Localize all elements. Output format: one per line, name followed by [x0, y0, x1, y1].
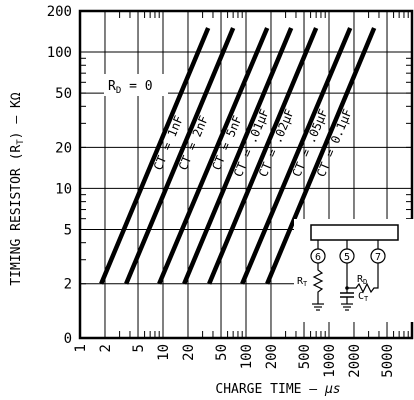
plot-frame	[78, 9, 414, 340]
rd-annotation: RD = 0	[104, 74, 168, 96]
ct-label: CT	[358, 291, 369, 303]
x-tick-label: 10	[156, 344, 172, 361]
rd-resistor	[347, 263, 379, 294]
x-tick-label: 5	[131, 344, 147, 352]
x-tick-label: 200	[264, 344, 280, 369]
series-line-4	[207, 27, 319, 285]
x-tick-label: 2	[98, 344, 114, 352]
y-tick-label: 20	[55, 140, 72, 156]
x-tick-label: 20	[181, 344, 197, 361]
circuit-inset: 6 5 7 RT CT RD	[294, 219, 414, 322]
series-line-2	[157, 27, 270, 285]
rt-label: RT	[297, 276, 308, 288]
x-tick-label: 1000	[322, 344, 338, 378]
ic-body	[310, 224, 399, 241]
y-tick-label: 5	[64, 222, 72, 238]
series-lines	[99, 27, 377, 285]
y-axis-title: TIMING RESISTOR (RT) – KΩ	[9, 92, 26, 285]
series-line-3	[182, 27, 294, 285]
pin-5-label: 5	[344, 252, 350, 263]
rd-label: R	[108, 79, 116, 94]
rd-value: = 0	[121, 79, 152, 94]
x-tick-label: 2000	[347, 344, 363, 378]
y-tick-labels: 0 2 5 10 20 50 100 200	[47, 4, 72, 347]
series-line-6	[265, 27, 377, 285]
y-tick-label: 2	[64, 277, 72, 293]
svg-text:RD = 0: RD = 0	[108, 79, 153, 96]
x-tick-labels: 1 2 5 10 20 50 100 200 500 1000 2000 5000	[73, 344, 396, 378]
y-tick-label: 0	[64, 331, 72, 347]
y-tick-label: 200	[47, 4, 72, 20]
series-line-0	[99, 27, 211, 285]
rd-inset-label: RD	[357, 274, 367, 286]
x-tick-label: 100	[239, 344, 255, 369]
y-tick-label: 50	[55, 86, 72, 102]
x-tick-label: 50	[214, 344, 230, 361]
x-axis-title: CHARGE TIME – µs	[215, 382, 340, 397]
rt-resistor	[312, 263, 324, 304]
pin-7-label: 7	[375, 252, 381, 263]
rd-sub: D	[116, 86, 121, 96]
series-line-5	[240, 27, 353, 285]
x-tick-label: 500	[297, 344, 313, 369]
y-tick-label: 100	[47, 45, 72, 61]
x-tick-label: 1	[73, 344, 89, 352]
series-line-1	[124, 27, 236, 285]
x-tick-label: 5000	[380, 344, 396, 378]
y-tick-label: 10	[55, 181, 72, 197]
pin-6-label: 6	[315, 252, 321, 263]
